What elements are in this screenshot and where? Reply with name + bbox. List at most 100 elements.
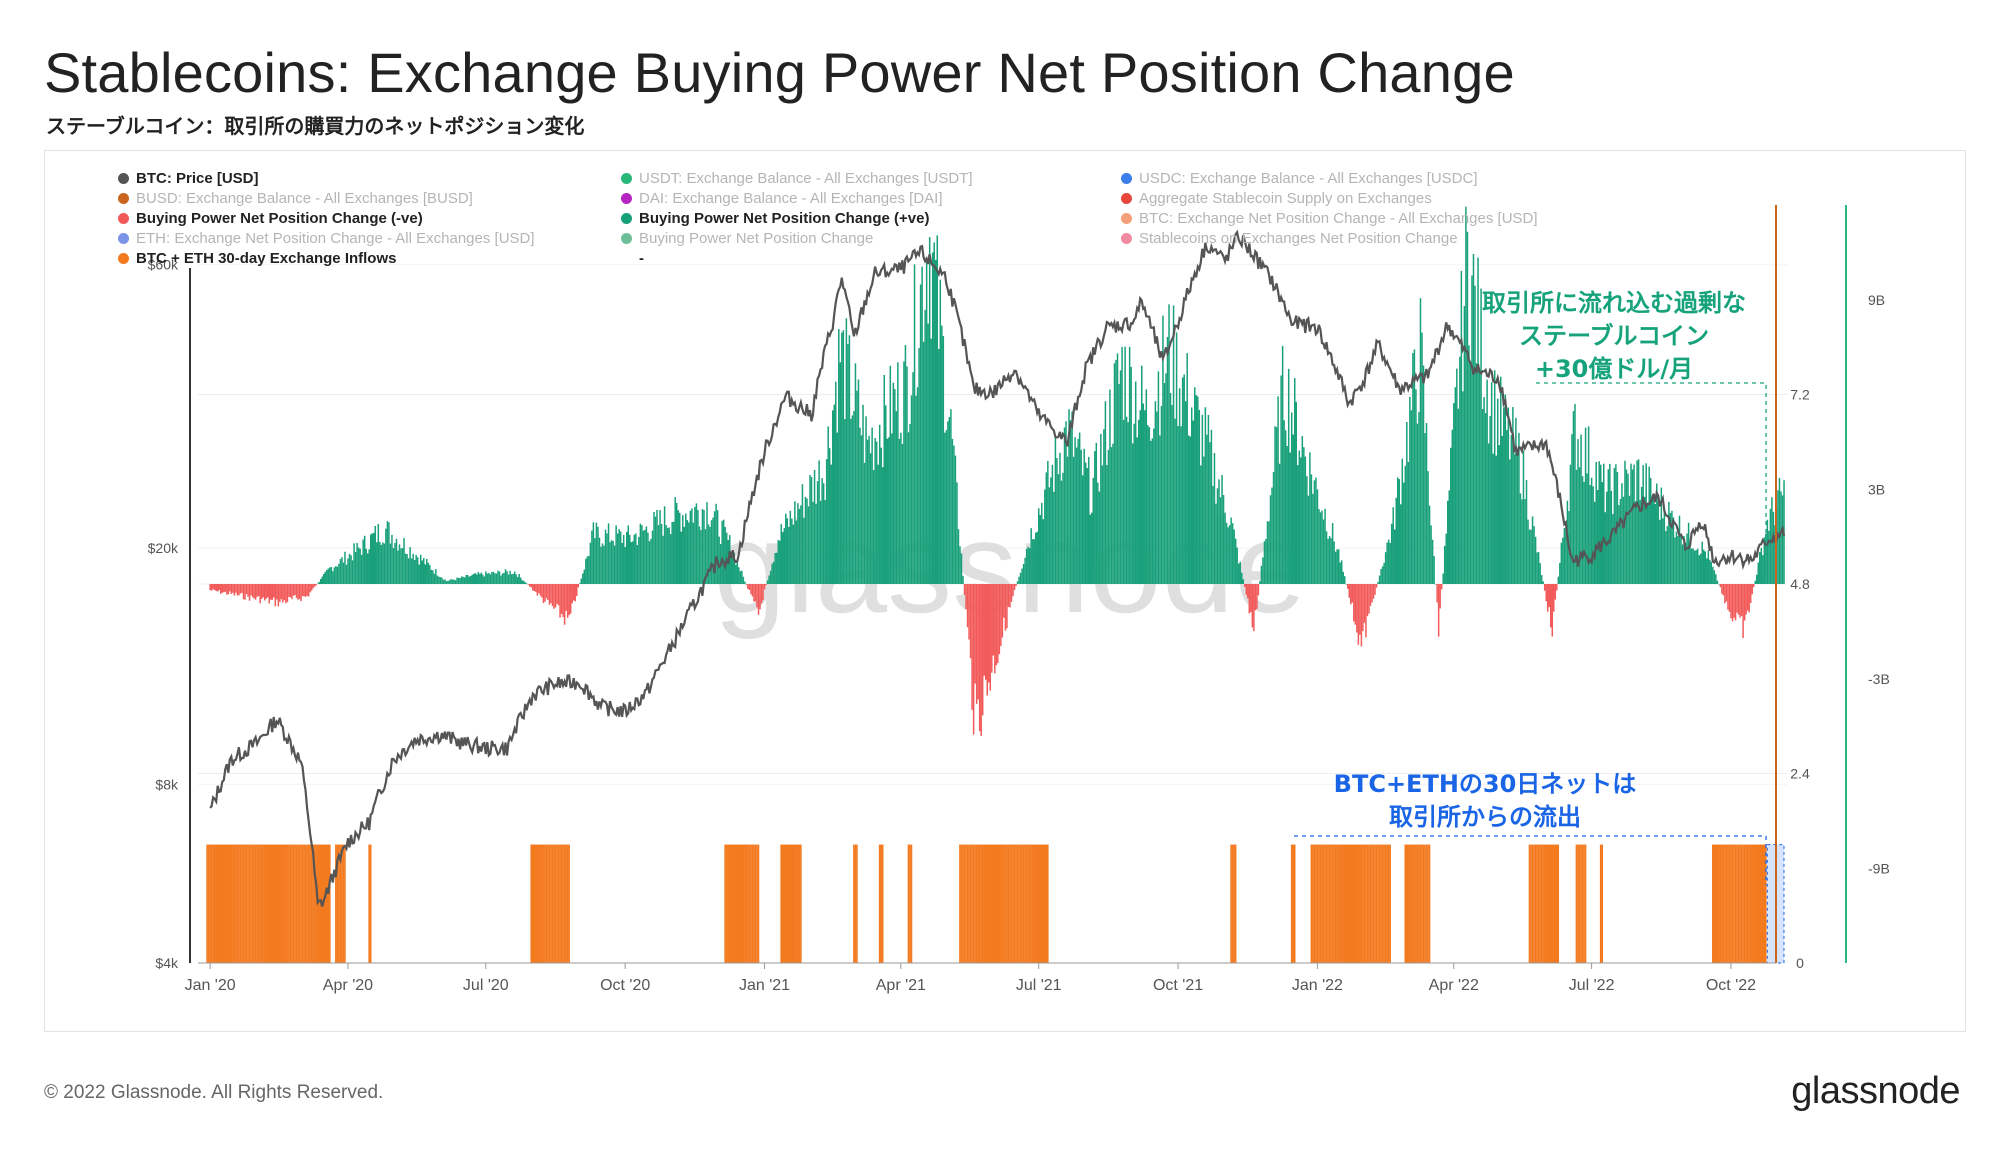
inflow-bar	[1231, 844, 1234, 963]
legend-item[interactable]: USDC: Exchange Balance - All Exchanges […	[1121, 168, 1478, 188]
buying-power-bar-positive	[1316, 489, 1319, 584]
inflow-bar	[1381, 844, 1384, 963]
legend-item[interactable]: ETH: Exchange Net Position Change - All …	[118, 228, 535, 248]
buying-power-bar-positive	[471, 574, 473, 584]
buying-power-bar-negative	[553, 584, 555, 609]
inflow-bar	[1045, 844, 1048, 963]
inflow-bar	[1383, 844, 1385, 963]
buying-power-bar-positive	[1625, 469, 1628, 584]
legend-item[interactable]: USDT: Exchange Balance - All Exchanges […	[621, 168, 973, 188]
buying-power-bar-negative	[1719, 584, 1722, 588]
legend-item[interactable]: DAI: Exchange Balance - All Exchanges [D…	[621, 188, 943, 208]
buying-power-bar-positive	[1151, 438, 1154, 584]
buying-power-bar-positive	[359, 548, 361, 584]
y-left-tick-label: $8k	[155, 776, 179, 792]
inflow-bar	[295, 844, 298, 963]
buying-power-bar-positive	[639, 523, 642, 584]
buying-power-bar-positive	[794, 501, 796, 584]
buying-power-bar-positive	[1110, 447, 1113, 584]
inflow-bar	[1343, 844, 1346, 963]
buying-power-bar-positive	[709, 526, 711, 584]
buying-power-bar-positive	[960, 553, 963, 584]
glassnode-logo[interactable]: glassnode	[1791, 1070, 1960, 1112]
buying-power-bar-positive	[1333, 541, 1335, 584]
inflow-bar	[1754, 844, 1756, 963]
buying-power-bar-positive	[1501, 435, 1504, 584]
inflow-bar	[878, 844, 881, 963]
legend-item[interactable]: -	[621, 248, 644, 268]
buying-power-bar-positive	[1398, 479, 1401, 584]
buying-power-bar-negative	[213, 584, 216, 590]
buying-power-bar-negative	[975, 584, 978, 704]
buying-power-bar-positive	[1516, 448, 1519, 584]
buying-power-bar-positive	[1019, 572, 1022, 584]
buying-power-bar-positive	[521, 580, 523, 584]
buying-power-bar-positive	[835, 381, 837, 584]
inflow-bar	[1039, 844, 1042, 963]
buying-power-bar-positive	[477, 572, 480, 584]
buying-power-bar-positive	[1595, 461, 1597, 584]
buying-power-bar-positive	[1175, 332, 1178, 584]
buying-power-bar-positive	[678, 512, 681, 584]
legend-item[interactable]: BUSD: Exchange Balance - All Exchanges […	[118, 188, 473, 208]
buying-power-bar-positive	[922, 341, 925, 584]
inflow-bar	[268, 844, 270, 963]
buying-power-bar-negative	[1545, 584, 1547, 602]
buying-power-bar-positive	[1121, 346, 1123, 584]
buying-power-bar-positive	[1778, 477, 1781, 584]
buying-power-bar-positive	[491, 572, 493, 584]
buying-power-bar-positive	[886, 438, 889, 584]
buying-power-bar-positive	[1489, 415, 1491, 584]
legend-item[interactable]: Buying Power Net Position Change (+ve)	[621, 208, 929, 228]
buying-power-bar-positive	[1577, 439, 1579, 584]
buying-power-bar-positive	[1189, 436, 1191, 584]
buying-power-bar-positive	[369, 534, 372, 584]
buying-power-bar-positive	[662, 535, 664, 584]
buying-power-bar-negative	[1371, 584, 1373, 603]
buying-power-bar-positive	[1487, 443, 1490, 584]
inflow-bar	[1413, 844, 1416, 963]
inflow-bar	[978, 844, 981, 963]
buying-power-bar-positive	[780, 524, 782, 584]
legend-item[interactable]: BTC: Price [USD]	[118, 168, 259, 188]
inflow-bar	[1758, 844, 1761, 963]
buying-power-bar-positive	[1163, 383, 1166, 584]
inflow-bar	[736, 844, 739, 963]
legend-item[interactable]: Buying Power Net Position Change (-ve)	[118, 208, 423, 228]
legend-item[interactable]: BTC: Exchange Net Position Change - All …	[1121, 208, 1538, 228]
legend-label: DAI: Exchange Balance - All Exchanges [D…	[639, 189, 943, 207]
buying-power-bar-positive	[1643, 496, 1646, 584]
buying-power-bar-positive	[448, 580, 451, 584]
buying-power-bar-positive	[1133, 423, 1135, 584]
buying-power-bar-positive	[872, 470, 875, 584]
buying-power-bar-positive	[1034, 532, 1037, 584]
buying-power-bar-positive	[792, 524, 795, 584]
inflow-bar	[291, 844, 293, 963]
inflow-bar	[1378, 844, 1381, 963]
inflow-bar	[960, 844, 963, 963]
legend-item[interactable]: Stablecoins on Exchanges Net Position Ch…	[1121, 228, 1458, 248]
buying-power-bar-positive	[1331, 523, 1334, 584]
buying-power-bar-negative	[1549, 584, 1552, 628]
legend-item[interactable]: Aggregate Stablecoin Supply on Exchanges	[1121, 188, 1432, 208]
buying-power-bar-positive	[1172, 305, 1175, 584]
buying-power-bar-positive	[1150, 440, 1152, 584]
buying-power-bar-positive	[1578, 467, 1581, 584]
buying-power-bar-positive	[512, 573, 514, 584]
inflow-bar	[748, 844, 751, 963]
inflow-bar	[310, 844, 313, 963]
buying-power-bar-positive	[1083, 448, 1085, 584]
buying-power-bar-positive	[609, 542, 611, 584]
buying-power-bar-negative	[273, 584, 275, 598]
buying-power-bar-positive	[1400, 504, 1402, 584]
buying-power-bar-positive	[1675, 531, 1678, 584]
buying-power-bar-negative	[1256, 584, 1258, 609]
buying-power-bar-positive	[398, 544, 401, 584]
legend-item[interactable]: Buying Power Net Position Change	[621, 228, 873, 248]
legend-item[interactable]: BTC + ETH 30-day Exchange Inflows	[118, 248, 396, 268]
x-tick-label: Apr '20	[323, 977, 373, 994]
buying-power-bar-negative	[230, 584, 233, 594]
buying-power-bar-positive	[1557, 576, 1560, 584]
buying-power-bar-positive	[1709, 559, 1711, 584]
y-right1-tick-label: 4.8	[1790, 576, 1810, 592]
